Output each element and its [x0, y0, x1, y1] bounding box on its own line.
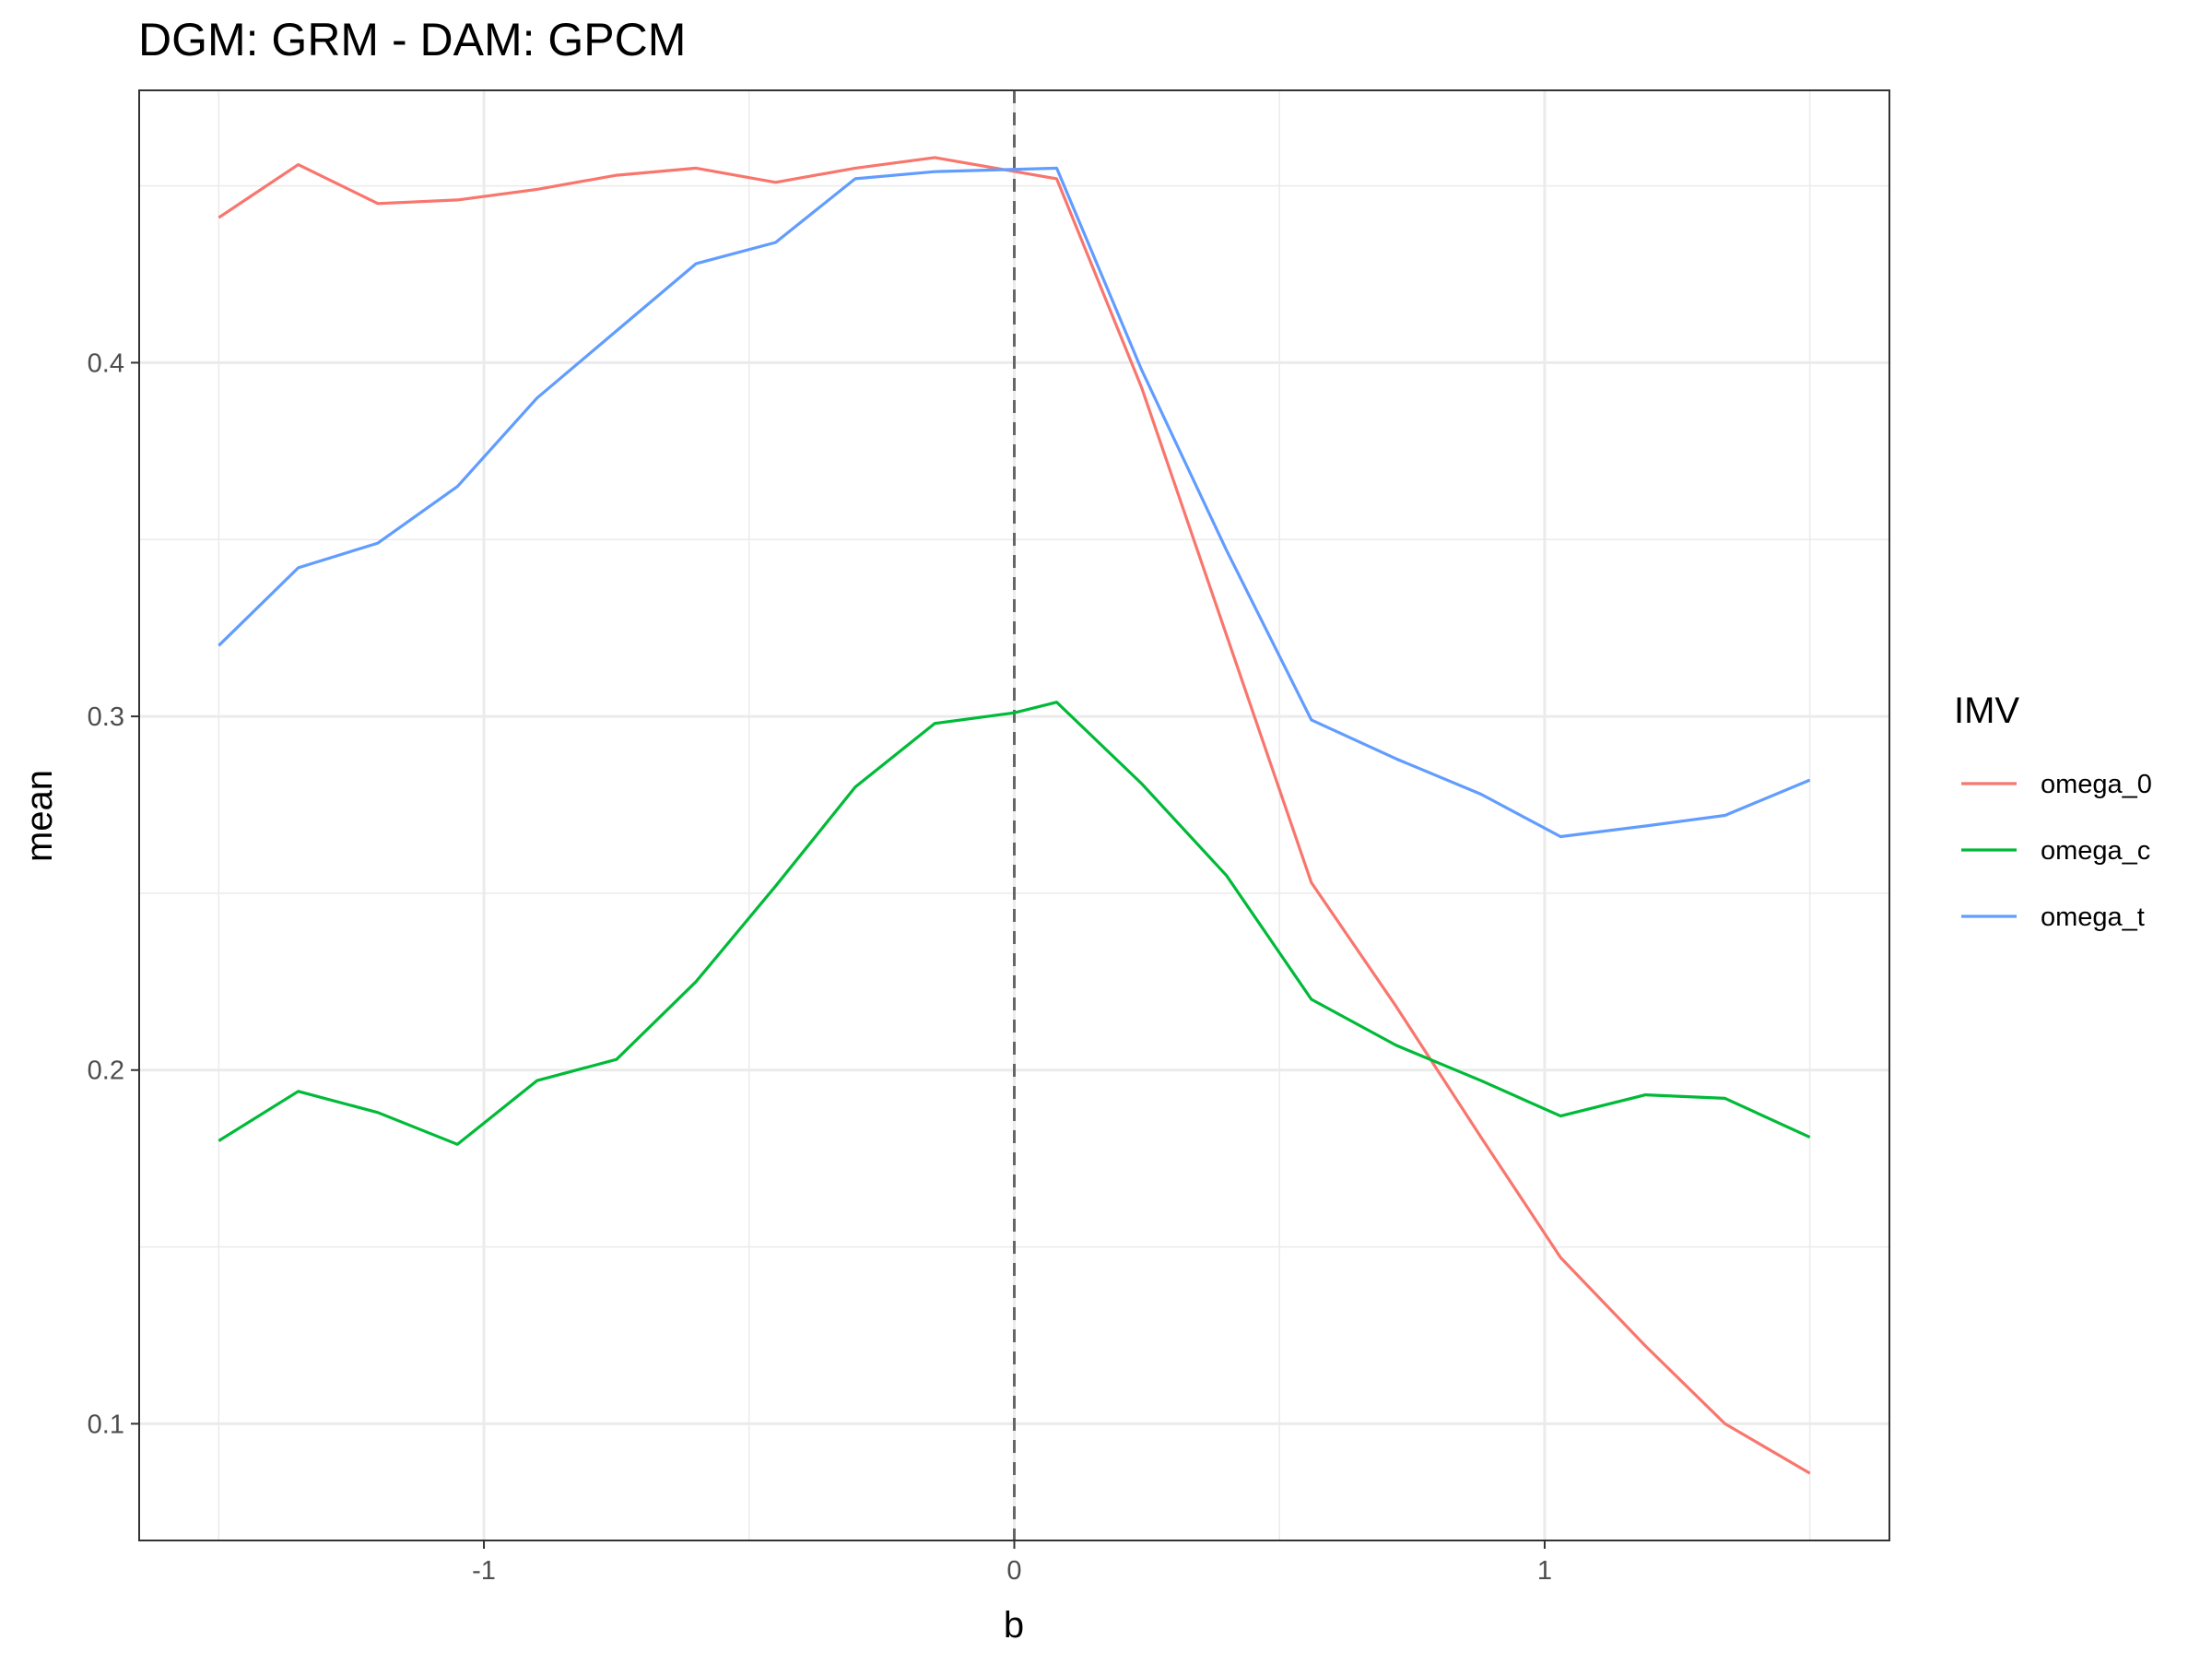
legend-items: omega_0 omega_c omega_t: [1961, 770, 2152, 932]
y-tick-label: 0.3: [88, 702, 124, 732]
x-tick-label: -1: [472, 1556, 496, 1586]
y-axis-label: mean: [19, 770, 60, 862]
series-line-omega_0: [218, 156, 1811, 1475]
legend-label-omega_t: omega_t: [2041, 903, 2145, 932]
x-axis: -1 0 1: [472, 1540, 1552, 1586]
series-lines: [218, 156, 1811, 1475]
series-line-omega_t: [218, 166, 1811, 839]
x-tick-label: 1: [1537, 1556, 1552, 1586]
legend-title: IMV: [1954, 690, 2019, 731]
legend-label-omega_c: omega_c: [2041, 836, 2150, 866]
y-tick-label: 0.4: [88, 348, 124, 378]
legend-label-omega_0: omega_0: [2041, 770, 2152, 799]
legend: IMV omega_0 omega_c omega_t: [1954, 690, 2152, 932]
y-tick-label: 0.1: [88, 1410, 124, 1439]
series-line-omega_c: [218, 701, 1811, 1146]
x-axis-label: b: [1004, 1605, 1024, 1646]
y-tick-label: 0.2: [88, 1056, 124, 1086]
x-tick-label: 0: [1006, 1556, 1021, 1586]
chart-title: DGM: GRM - DAM: GPCM: [138, 14, 686, 65]
y-axis: 0.1 0.2 0.3 0.4: [88, 348, 139, 1439]
